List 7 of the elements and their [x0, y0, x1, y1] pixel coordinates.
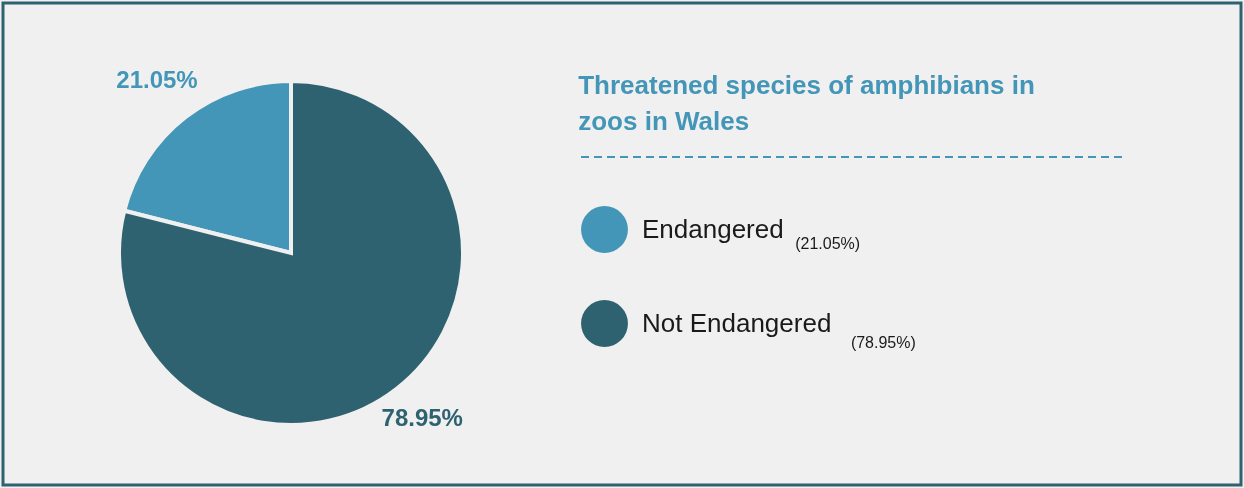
text: Threatened species of amphibians in zoos in Wales	[578, 69, 1035, 136]
data-label: 21.05%	[116, 65, 198, 93]
legend-label: Not Endangered	[642, 307, 832, 338]
text: (78.95%)	[850, 333, 916, 351]
data-label: 78.95%	[381, 404, 463, 432]
legend-label: Endangered	[642, 213, 784, 244]
text: (21.05%)	[795, 235, 861, 253]
